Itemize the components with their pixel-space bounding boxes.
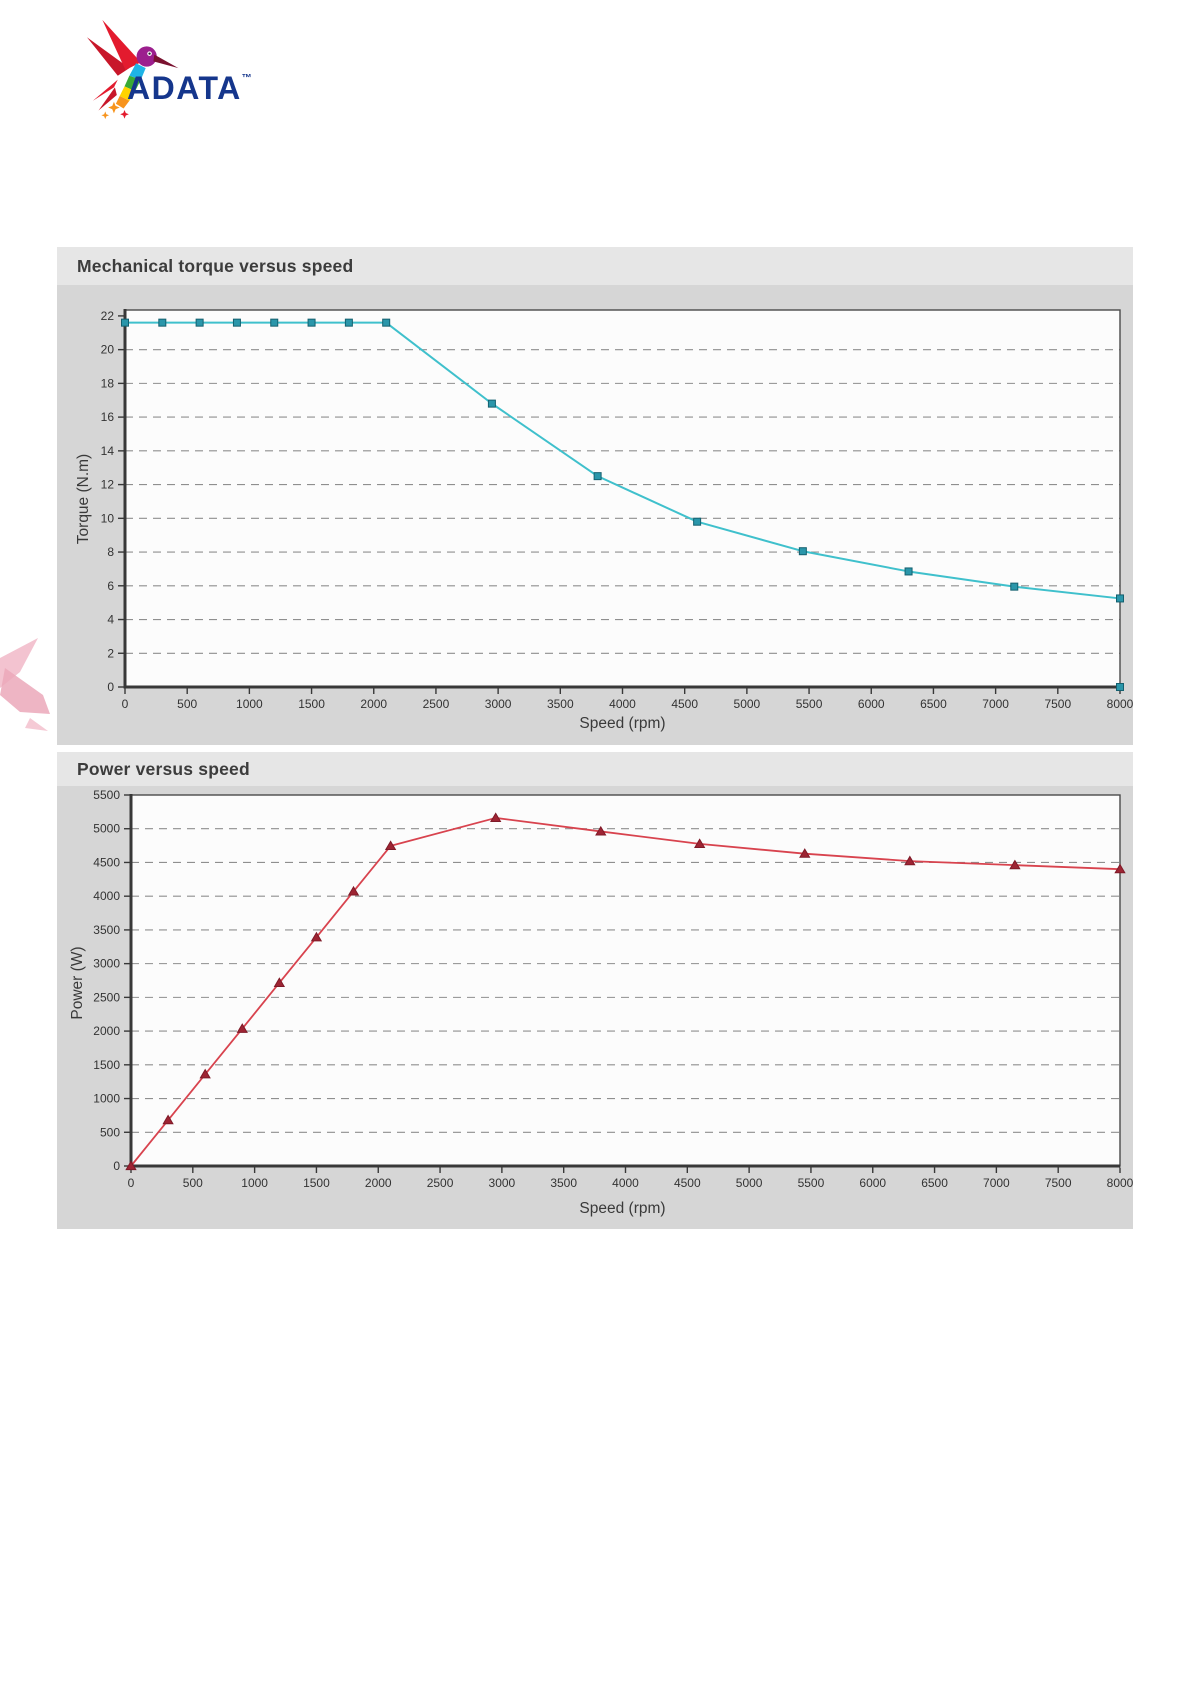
svg-text:1500: 1500 bbox=[93, 1058, 120, 1072]
adata-logo: ADATA™ bbox=[85, 18, 305, 128]
svg-text:20: 20 bbox=[101, 343, 115, 357]
power-x-axis-label: Speed (rpm) bbox=[579, 1200, 666, 1217]
svg-text:6: 6 bbox=[107, 579, 114, 593]
svg-text:4500: 4500 bbox=[674, 1176, 701, 1190]
trademark-symbol: ™ bbox=[241, 73, 252, 84]
svg-text:3500: 3500 bbox=[547, 697, 574, 711]
svg-text:7500: 7500 bbox=[1044, 697, 1071, 711]
svg-text:4000: 4000 bbox=[609, 697, 636, 711]
svg-text:8000: 8000 bbox=[1107, 1176, 1133, 1190]
svg-text:1000: 1000 bbox=[93, 1092, 120, 1106]
svg-text:5000: 5000 bbox=[734, 697, 761, 711]
torque-chart-panel: Mechanical torque versus speed Torque (N… bbox=[57, 247, 1133, 745]
svg-text:22: 22 bbox=[101, 309, 115, 323]
svg-text:6500: 6500 bbox=[920, 697, 947, 711]
svg-text:0: 0 bbox=[122, 697, 129, 711]
svg-text:8: 8 bbox=[107, 545, 114, 559]
svg-text:1500: 1500 bbox=[298, 697, 325, 711]
power-chart-panel: Power versus speed Power (W) 0 500 1000 150… bbox=[57, 752, 1133, 1229]
svg-text:2500: 2500 bbox=[427, 1176, 454, 1190]
watermark-wing-icon bbox=[0, 638, 50, 731]
torque-x-axis-label: Speed (rpm) bbox=[579, 715, 666, 732]
svg-text:7000: 7000 bbox=[982, 697, 1009, 711]
svg-text:6000: 6000 bbox=[859, 1176, 886, 1190]
svg-text:7500: 7500 bbox=[1045, 1176, 1072, 1190]
svg-text:18: 18 bbox=[101, 376, 115, 390]
brand-wordmark: ADATA™ bbox=[127, 70, 252, 107]
svg-text:16: 16 bbox=[101, 410, 115, 424]
torque-chart-plot: 0 500 1000 1500 2000 2500 3000 3500 4000 4500 5000… bbox=[101, 309, 1133, 711]
svg-text:7000: 7000 bbox=[983, 1176, 1010, 1190]
svg-text:1000: 1000 bbox=[236, 697, 263, 711]
svg-text:2000: 2000 bbox=[365, 1176, 392, 1190]
svg-text:2: 2 bbox=[107, 646, 114, 660]
svg-text:6500: 6500 bbox=[921, 1176, 948, 1190]
svg-text:3000: 3000 bbox=[485, 697, 512, 711]
svg-text:12: 12 bbox=[101, 478, 115, 492]
svg-text:3000: 3000 bbox=[489, 1176, 516, 1190]
svg-text:500: 500 bbox=[183, 1176, 203, 1190]
svg-text:1500: 1500 bbox=[303, 1176, 330, 1190]
power-chart-plot: 0 500 1000 1500 2000 2500 3000 3500 4000 4500 5000… bbox=[93, 788, 1133, 1190]
svg-text:2000: 2000 bbox=[93, 1024, 120, 1038]
svg-text:5000: 5000 bbox=[93, 822, 120, 836]
svg-text:6000: 6000 bbox=[858, 697, 885, 711]
brand-name: ADATA bbox=[127, 70, 242, 106]
svg-text:5500: 5500 bbox=[798, 1176, 825, 1190]
svg-text:500: 500 bbox=[100, 1125, 120, 1139]
svg-text:10: 10 bbox=[101, 511, 115, 525]
svg-text:0: 0 bbox=[128, 1176, 135, 1190]
svg-text:4500: 4500 bbox=[671, 697, 698, 711]
power-chart-title: Power versus speed bbox=[57, 752, 1133, 786]
svg-text:0: 0 bbox=[113, 1159, 120, 1173]
torque-chart-title: Mechanical torque versus speed bbox=[57, 247, 1133, 285]
svg-text:3500: 3500 bbox=[93, 923, 120, 937]
hummingbird-icon bbox=[86, 19, 179, 120]
svg-text:500: 500 bbox=[177, 697, 197, 711]
svg-text:4000: 4000 bbox=[612, 1176, 639, 1190]
svg-text:5500: 5500 bbox=[93, 788, 120, 802]
svg-text:5000: 5000 bbox=[736, 1176, 763, 1190]
svg-text:14: 14 bbox=[101, 444, 115, 458]
svg-text:2500: 2500 bbox=[93, 990, 120, 1004]
svg-text:4500: 4500 bbox=[93, 855, 120, 869]
svg-text:2500: 2500 bbox=[423, 697, 450, 711]
svg-text:1000: 1000 bbox=[241, 1176, 268, 1190]
svg-text:3500: 3500 bbox=[550, 1176, 577, 1190]
svg-text:4: 4 bbox=[107, 613, 114, 627]
svg-text:0: 0 bbox=[107, 680, 114, 694]
svg-text:8000: 8000 bbox=[1107, 697, 1133, 711]
svg-text:2000: 2000 bbox=[360, 697, 387, 711]
svg-text:3000: 3000 bbox=[93, 957, 120, 971]
svg-text:5500: 5500 bbox=[796, 697, 823, 711]
svg-text:4000: 4000 bbox=[93, 889, 120, 903]
